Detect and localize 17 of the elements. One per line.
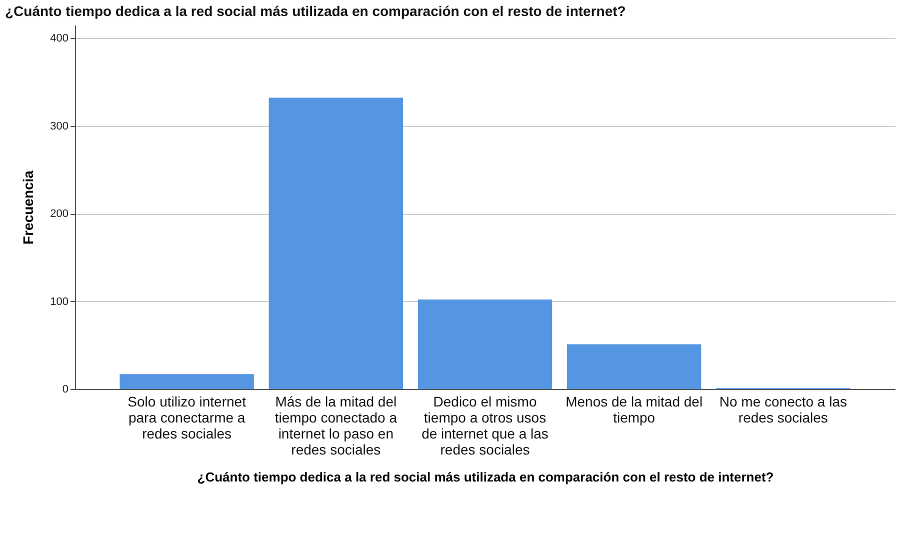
chart-title: ¿Cuánto tiempo dedica a la red social más utilizada en comparación con el resto de internet? <box>5 3 626 19</box>
x-tick-label: Más de la mitad del tiempo conectado a internet lo paso en redes sociales <box>274 394 398 458</box>
y-tick-label: 300 <box>50 120 68 132</box>
y-tick-label: 400 <box>50 32 68 45</box>
x-tick-label: No me conecto a las redes sociales <box>719 394 847 426</box>
y-tick-label: 200 <box>50 208 68 220</box>
y-tick-label: 100 <box>50 296 68 308</box>
y-axis-title: Frecuencia <box>20 170 36 244</box>
bar <box>418 300 552 389</box>
y-tick-label: 0 <box>62 384 68 396</box>
x-axis-title: ¿Cuánto tiempo dedica a la red social más utilizada en comparación con el resto de internet? <box>197 470 774 484</box>
bar <box>268 98 403 389</box>
x-tick-label: Menos de la mitad del tiempo <box>566 394 703 426</box>
bar <box>567 344 702 389</box>
x-tick-label: Solo utilizo internet para conectarme a redes sociales <box>128 394 246 442</box>
bar <box>120 374 254 389</box>
x-tick-label: Dedico el mismo tiempo a otros usos de internet que a las redes sociales <box>422 394 548 458</box>
